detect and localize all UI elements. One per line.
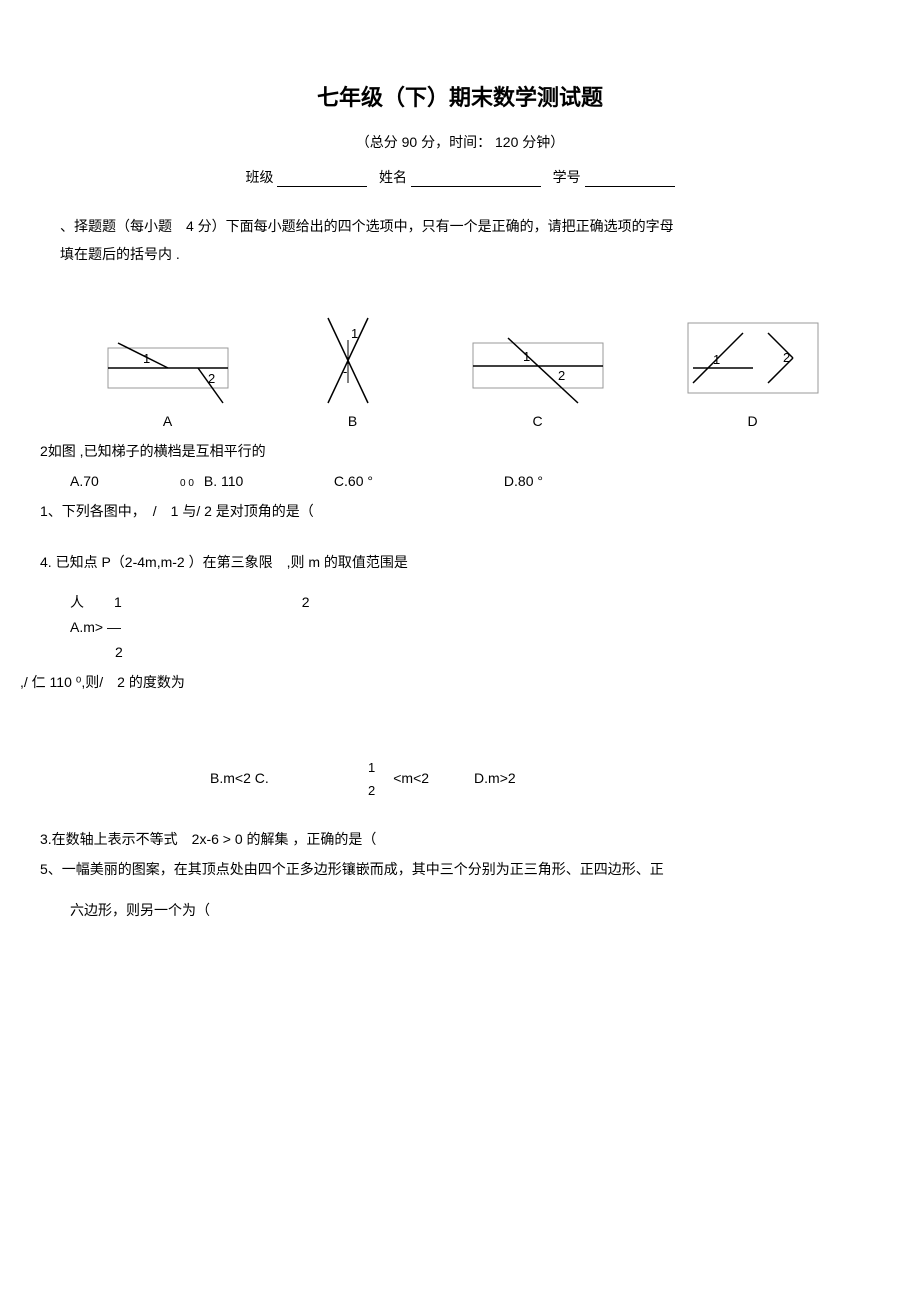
diag-a-1: 1 bbox=[143, 351, 150, 366]
diag-c-2: 2 bbox=[558, 368, 565, 383]
q4-num2: 2 bbox=[302, 590, 310, 615]
diagrams-row: 1 2 A 1 - B 1 2 C 1 bbox=[40, 308, 880, 429]
q2-optB: B. 110 bbox=[204, 469, 324, 494]
diagram-c-label: C bbox=[468, 413, 608, 429]
diag-d-1: 1 bbox=[713, 352, 720, 367]
q5-line2: 六边形，则另一个为（ bbox=[70, 898, 880, 923]
q4-frac-den: 2 bbox=[365, 779, 378, 802]
q4-optB: B.m<2 C. bbox=[210, 766, 350, 791]
diagram-b-svg: 1 - bbox=[313, 308, 393, 408]
diag-b-1: 1 bbox=[351, 326, 358, 341]
instructions: 、择题题（每小题 4 分）下面每小题给出的四个选项中，只有一个是正确的，请把正确… bbox=[60, 212, 880, 268]
diagram-a: 1 2 A bbox=[98, 328, 238, 429]
q4-middle: <m<2 bbox=[393, 766, 429, 791]
diag-c-1: 1 bbox=[523, 349, 530, 364]
number-blank bbox=[585, 173, 675, 187]
q2-optA: A.70 bbox=[70, 469, 170, 494]
diagram-b-label: B bbox=[313, 413, 393, 429]
q2-options: A.70 0 0 B. 110 C.60 ° D.80 ° bbox=[70, 469, 880, 494]
diagram-d-label: D bbox=[683, 413, 823, 429]
angle-line: ,/ 仁 110 ⁰,则/ 2 的度数为 bbox=[20, 670, 880, 695]
form-line: 班级 姓名 学号 bbox=[40, 167, 880, 187]
diag-b-dash: - bbox=[343, 364, 347, 379]
q4-optD: D.m>2 bbox=[474, 766, 516, 791]
page-title: 七年级（下）期末数学测试题 bbox=[40, 80, 880, 112]
class-blank bbox=[277, 173, 367, 187]
q1-text: 1、下列各图中， / 1 与/ 2 是对顶角的是（ bbox=[40, 499, 880, 524]
q2-text: 2如图 ,已知梯子的横档是互相平行的 bbox=[40, 439, 880, 464]
q4-lower-opts: B.m<2 C. 1 2 <m<2 D.m>2 bbox=[210, 756, 880, 803]
q4-num1: 1 bbox=[114, 590, 122, 615]
diagram-c: 1 2 C bbox=[468, 328, 608, 429]
q4-frac-area: 人 1 2 A.m> — 2 bbox=[70, 590, 880, 666]
diag-a-2: 2 bbox=[208, 371, 215, 386]
q2-optC: C.60 ° bbox=[334, 469, 494, 494]
q4-text: 4. 已知点 P（2-4m,m-2 ）在第三象限 ,则 m 的取值范围是 bbox=[40, 550, 880, 575]
name-label: 姓名 bbox=[379, 169, 407, 185]
q2-optD: D.80 ° bbox=[504, 469, 543, 494]
q2-sup: 0 0 bbox=[180, 475, 194, 493]
q3-text: 3.在数轴上表示不等式 2x-6 > 0 的解集 ，正确的是（ bbox=[40, 827, 880, 852]
number-label: 学号 bbox=[553, 169, 581, 185]
name-blank bbox=[411, 173, 541, 187]
diagram-d-svg: 1 2 bbox=[683, 318, 823, 408]
diagram-c-svg: 1 2 bbox=[468, 328, 608, 408]
diag-d-2: 2 bbox=[783, 350, 790, 365]
class-label: 班级 bbox=[245, 169, 273, 185]
q4-frac: 1 2 bbox=[365, 756, 378, 803]
instructions-line2: 填在题后的括号内 . bbox=[60, 240, 880, 268]
q5-line1: 5、一幅美丽的图案，在其顶点处由四个正多边形镶嵌而成，其中三个分别为正三角形、正… bbox=[40, 857, 880, 882]
diagram-a-svg: 1 2 bbox=[98, 328, 238, 408]
q4-ren: 人 bbox=[70, 590, 84, 615]
q4-optA: A.m> — bbox=[70, 615, 880, 640]
instructions-line1: 、择题题（每小题 4 分）下面每小题给出的四个选项中，只有一个是正确的，请把正确… bbox=[60, 212, 880, 240]
diagram-b: 1 - B bbox=[313, 308, 393, 429]
diagram-a-label: A bbox=[98, 413, 238, 429]
q4-frac-num: 1 bbox=[365, 756, 378, 779]
subtitle: （总分 90 分，时间： 120 分钟） bbox=[40, 132, 880, 152]
q4-den2: 2 bbox=[115, 640, 880, 665]
diagram-d: 1 2 D bbox=[683, 318, 823, 429]
